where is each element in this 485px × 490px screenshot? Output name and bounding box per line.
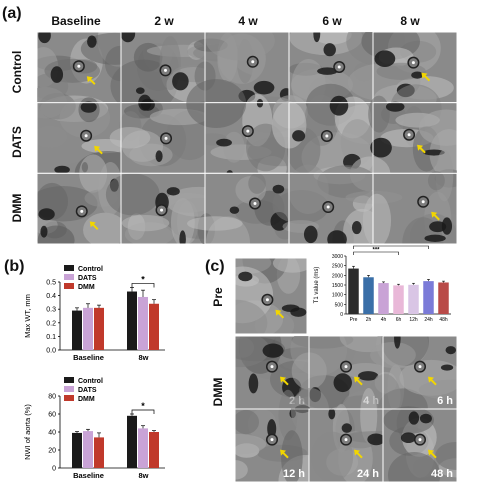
time-point-label: 6 h <box>437 395 453 407</box>
bar-dats-8w <box>138 428 148 468</box>
y-tick-label: 0.3 <box>46 307 56 314</box>
bar-dmm-baseline <box>94 437 104 468</box>
y-tick-label: 500 <box>335 302 344 308</box>
y-tick-label: 0.1 <box>46 334 56 341</box>
bar-pre <box>348 268 359 314</box>
legend-label: DATS <box>78 387 97 394</box>
bar-dmm-8w <box>149 303 159 350</box>
bar-48h <box>438 282 449 314</box>
bar-6h <box>393 285 404 314</box>
panel-b-chart-bottom: NWI of aorta (%) 0 20 40 60 80 Baseline 8w * Cont… <box>20 372 205 485</box>
y-axis-label: T1 value (ms) <box>314 267 320 304</box>
column-header-4w: 4 w <box>238 14 258 28</box>
significance-bracket <box>353 245 429 249</box>
panel-b-chart-top: Max WT, mm 0.0 0.1 0.2 0.3 0.4 0.5 Baseline 8w * C… <box>20 260 205 370</box>
y-tick-label: 0.5 <box>46 280 56 287</box>
x-tick-label: 12h <box>409 317 418 323</box>
bar-4h <box>378 283 389 314</box>
row-header-dmm-c: DMM <box>211 377 225 407</box>
column-header-6w: 6 w <box>322 14 342 28</box>
significance-bracket <box>353 251 399 255</box>
significance-bracket <box>131 283 155 288</box>
time-point-label: 12 h <box>283 468 305 480</box>
legend-label: DMM <box>78 396 95 403</box>
mri-dats-1 <box>109 94 213 174</box>
y-tick-label: 0.2 <box>46 320 56 327</box>
bar-control-baseline <box>72 310 82 350</box>
y-tick-label: 80 <box>48 394 56 401</box>
legend-swatch <box>64 395 74 401</box>
legend-swatch <box>64 274 74 280</box>
x-tick-label: Baseline <box>73 471 104 480</box>
legend-swatch <box>64 265 74 271</box>
bar-control-8w <box>127 415 137 468</box>
row-header-dats: DATS <box>10 126 24 158</box>
column-header-baseline: Baseline <box>51 14 101 28</box>
legend-label: Control <box>78 266 103 273</box>
row-header-control: Control <box>10 50 24 94</box>
panel-b-label: (b) <box>4 258 25 275</box>
y-tick-label: 0 <box>52 466 56 473</box>
y-axis-label: NWI of aorta (%) <box>23 404 32 460</box>
bar-2h <box>363 277 374 314</box>
y-tick-label: 40 <box>48 430 56 437</box>
y-axis-label: Max WT, mm <box>23 294 32 338</box>
mri-dmm-0 <box>28 154 127 255</box>
bar-control-baseline <box>72 432 82 468</box>
significance-mark: *** <box>372 248 380 254</box>
bar-24h <box>423 281 434 314</box>
x-tick-label: Baseline <box>73 353 104 362</box>
panel-a-mri-grid <box>22 14 474 270</box>
x-tick-label: 48h <box>439 317 448 323</box>
significance-mark: * <box>141 401 145 411</box>
x-tick-label: 8w <box>138 471 148 480</box>
column-header-2w: 2 w <box>154 14 174 28</box>
panel-c-dmm-grid: 2 h4 h6 h12 h24 h48 h <box>207 315 485 490</box>
significance-mark: *** <box>387 244 395 248</box>
x-tick-label: 24h <box>424 317 433 323</box>
legend-label: DMM <box>78 284 95 291</box>
legend-swatch <box>64 377 74 383</box>
mri-dmm-time-4 <box>290 387 410 486</box>
bar-dats-baseline <box>83 307 93 350</box>
legend-label: Control <box>78 378 103 385</box>
significance-mark: * <box>141 274 145 284</box>
y-tick-label: 3000 <box>332 254 343 260</box>
panel-c-t1-chart: T1 value (ms) 0 500 1000 1500 2000 2500 3000 Pre… <box>310 242 460 336</box>
legend-swatch <box>64 283 74 289</box>
legend-swatch <box>64 386 74 392</box>
y-tick-label: 1500 <box>332 283 343 289</box>
y-tick-label: 0 <box>340 312 343 318</box>
x-tick-label: 6h <box>396 317 402 323</box>
y-tick-label: 20 <box>48 448 56 455</box>
time-point-label: 24 h <box>357 468 379 480</box>
time-point-label: 48 h <box>431 468 453 480</box>
bar-dmm-8w <box>149 432 159 468</box>
panel-c-label: (c) <box>205 258 225 275</box>
panel-a-label: (a) <box>2 5 22 22</box>
x-tick-label: Pre <box>350 317 358 323</box>
bar-dmm-baseline <box>94 307 104 350</box>
row-header-pre: Pre <box>211 287 225 307</box>
y-tick-label: 60 <box>48 412 56 419</box>
y-tick-label: 2000 <box>332 273 343 279</box>
x-tick-label: 2h <box>366 317 372 323</box>
bar-12h <box>408 284 419 314</box>
x-tick-label: 4h <box>381 317 387 323</box>
bar-control-8w <box>127 291 137 350</box>
y-tick-label: 0.4 <box>46 293 56 300</box>
panel-c-pre-image <box>205 234 313 347</box>
row-header-dmm: DMM <box>10 193 24 223</box>
y-tick-label: 1000 <box>332 293 343 299</box>
column-header-8w: 8 w <box>400 14 420 28</box>
mri-pre <box>205 234 313 347</box>
x-tick-label: 8w <box>138 353 148 362</box>
bar-dats-8w <box>138 296 148 350</box>
bar-dats-baseline <box>83 431 93 468</box>
y-tick-label: 2500 <box>332 264 343 270</box>
y-tick-label: 0.0 <box>46 348 56 355</box>
legend-label: DATS <box>78 275 97 282</box>
significance-bracket <box>131 409 155 414</box>
